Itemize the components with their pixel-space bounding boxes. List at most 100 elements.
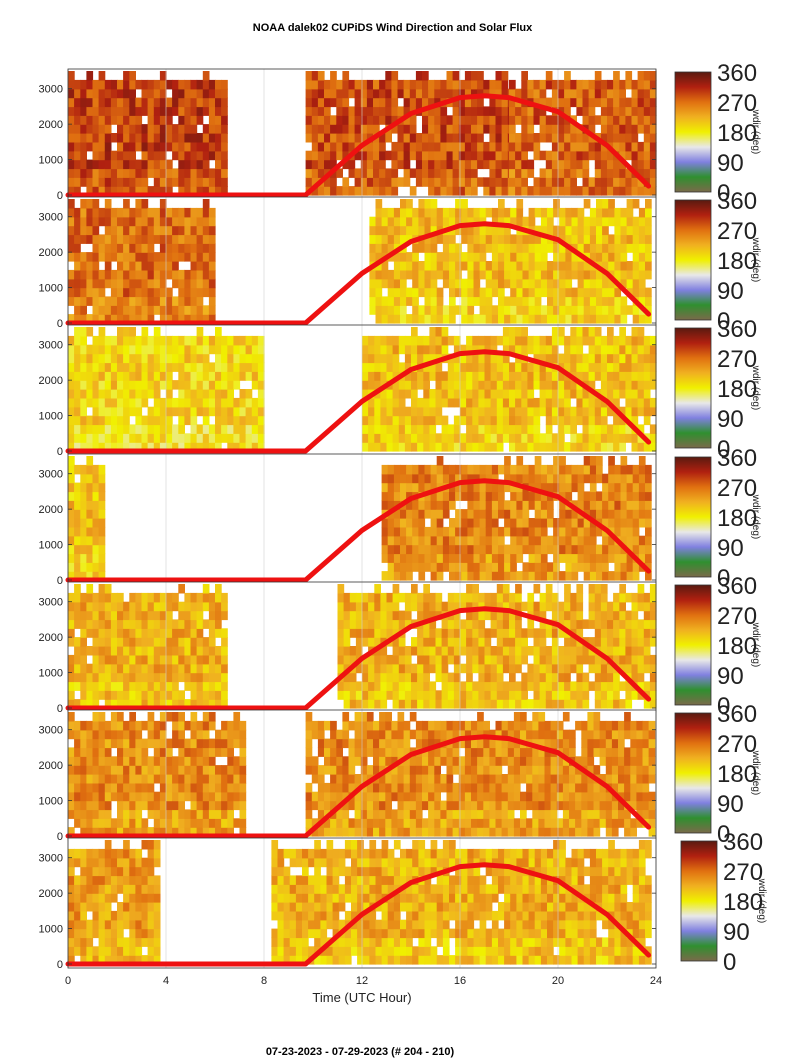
heatmap-cell — [147, 442, 155, 452]
heatmap-cell — [589, 562, 597, 572]
heatmap-cell — [619, 646, 626, 656]
heatmap-cell — [498, 296, 505, 306]
heatmap-cell — [68, 314, 75, 324]
heatmap-cell — [607, 353, 614, 364]
heatmap-cell — [190, 646, 198, 656]
heatmap-cell — [208, 79, 216, 90]
heatmap-cell — [545, 389, 553, 399]
heatmap-cell — [473, 225, 481, 236]
heatmap-cell — [215, 362, 222, 372]
heatmap-cell — [510, 216, 517, 227]
heatmap-cell — [129, 389, 136, 399]
heatmap-cell — [141, 397, 149, 408]
heatmap-cell — [588, 141, 596, 152]
heatmap-cell — [466, 699, 473, 709]
heatmap-cell — [509, 424, 516, 434]
heatmap-cell — [393, 278, 401, 289]
heatmap-cell — [576, 415, 584, 426]
heatmap-cell — [68, 526, 75, 537]
heatmap-cell — [196, 141, 204, 152]
heatmap-cell — [74, 800, 81, 811]
heatmap-cell — [619, 442, 626, 452]
heatmap-cell — [645, 464, 652, 475]
heatmap-cell — [516, 216, 524, 227]
heatmap-cell — [117, 177, 124, 187]
heatmap-cell — [502, 389, 510, 399]
heatmap-cell — [588, 186, 596, 196]
heatmap-cell — [643, 141, 651, 152]
heatmap-cell — [608, 296, 615, 306]
heatmap-cell — [466, 335, 473, 346]
heatmap-cell — [68, 296, 75, 306]
heatmap-cell — [178, 415, 185, 426]
heatmap-cell — [104, 592, 112, 603]
heatmap-cell — [166, 646, 173, 656]
heatmap-cell — [98, 406, 106, 417]
heatmap-cell — [86, 747, 94, 757]
heatmap-cell — [80, 234, 87, 244]
heatmap-cell — [227, 397, 234, 408]
heatmap-cell — [545, 71, 553, 81]
heatmap-cell — [415, 88, 423, 99]
heatmap-cell — [430, 287, 438, 298]
heatmap-cell — [446, 71, 454, 81]
heatmap-cell — [613, 353, 620, 364]
heatmap-cell — [104, 690, 112, 700]
heatmap-cell — [547, 314, 554, 324]
heatmap-cell — [449, 216, 456, 227]
heatmap-cell — [588, 397, 596, 408]
heatmap-cell — [495, 71, 503, 81]
heatmap-cell — [117, 809, 124, 819]
heatmap-cell — [547, 296, 554, 306]
heatmap-cell — [540, 553, 548, 563]
heatmap-cell — [490, 344, 498, 355]
heatmap-cell — [509, 106, 516, 116]
heatmap-cell — [123, 344, 130, 355]
heatmap-cell — [440, 141, 448, 152]
heatmap-cell — [458, 79, 466, 90]
heatmap-cell — [172, 690, 179, 700]
heatmap-cell — [159, 628, 167, 638]
heatmap-cell — [184, 433, 192, 443]
heatmap-cell — [539, 88, 547, 99]
heatmap-cell — [202, 243, 210, 253]
heatmap-cell — [166, 712, 173, 722]
heatmap-cell — [196, 601, 204, 612]
heatmap-cell — [172, 729, 179, 740]
heatmap-cell — [608, 491, 615, 501]
heatmap-cell — [533, 353, 541, 364]
heatmap-cell — [446, 115, 454, 125]
heatmap-cell — [539, 380, 547, 390]
heatmap-cell — [547, 544, 554, 555]
heatmap-cell — [594, 79, 602, 90]
heatmap-cell — [362, 610, 369, 621]
heatmap-cell — [478, 628, 486, 638]
heatmap-cell — [104, 225, 112, 236]
heatmap-cell — [576, 186, 584, 196]
heatmap-cell — [202, 592, 210, 603]
heatmap-cell — [178, 729, 185, 740]
heatmap-cell — [412, 261, 419, 271]
heatmap-cell — [417, 663, 424, 674]
heatmap-cell — [600, 186, 608, 196]
heatmap-cell — [317, 141, 325, 152]
heatmap-cell — [428, 150, 435, 161]
heatmap-cell — [343, 619, 351, 629]
heatmap-cell — [533, 699, 541, 709]
heatmap-cell — [80, 464, 87, 475]
heatmap-cell — [472, 406, 479, 417]
heatmap-cell — [172, 628, 179, 638]
heatmap-cell — [478, 389, 486, 399]
heatmap-cell — [80, 646, 87, 656]
heatmap-cell — [110, 380, 118, 390]
heatmap-cell — [583, 553, 591, 563]
heatmap-cell — [645, 243, 652, 253]
heatmap-cell — [594, 150, 602, 161]
heatmap-cell — [576, 663, 584, 674]
heatmap-cell — [406, 252, 413, 262]
heatmap-cell — [159, 362, 167, 372]
heatmap-cell — [92, 415, 100, 426]
heatmap-cell — [602, 544, 609, 555]
heatmap-cell — [251, 353, 259, 364]
heatmap-cell — [429, 335, 437, 346]
